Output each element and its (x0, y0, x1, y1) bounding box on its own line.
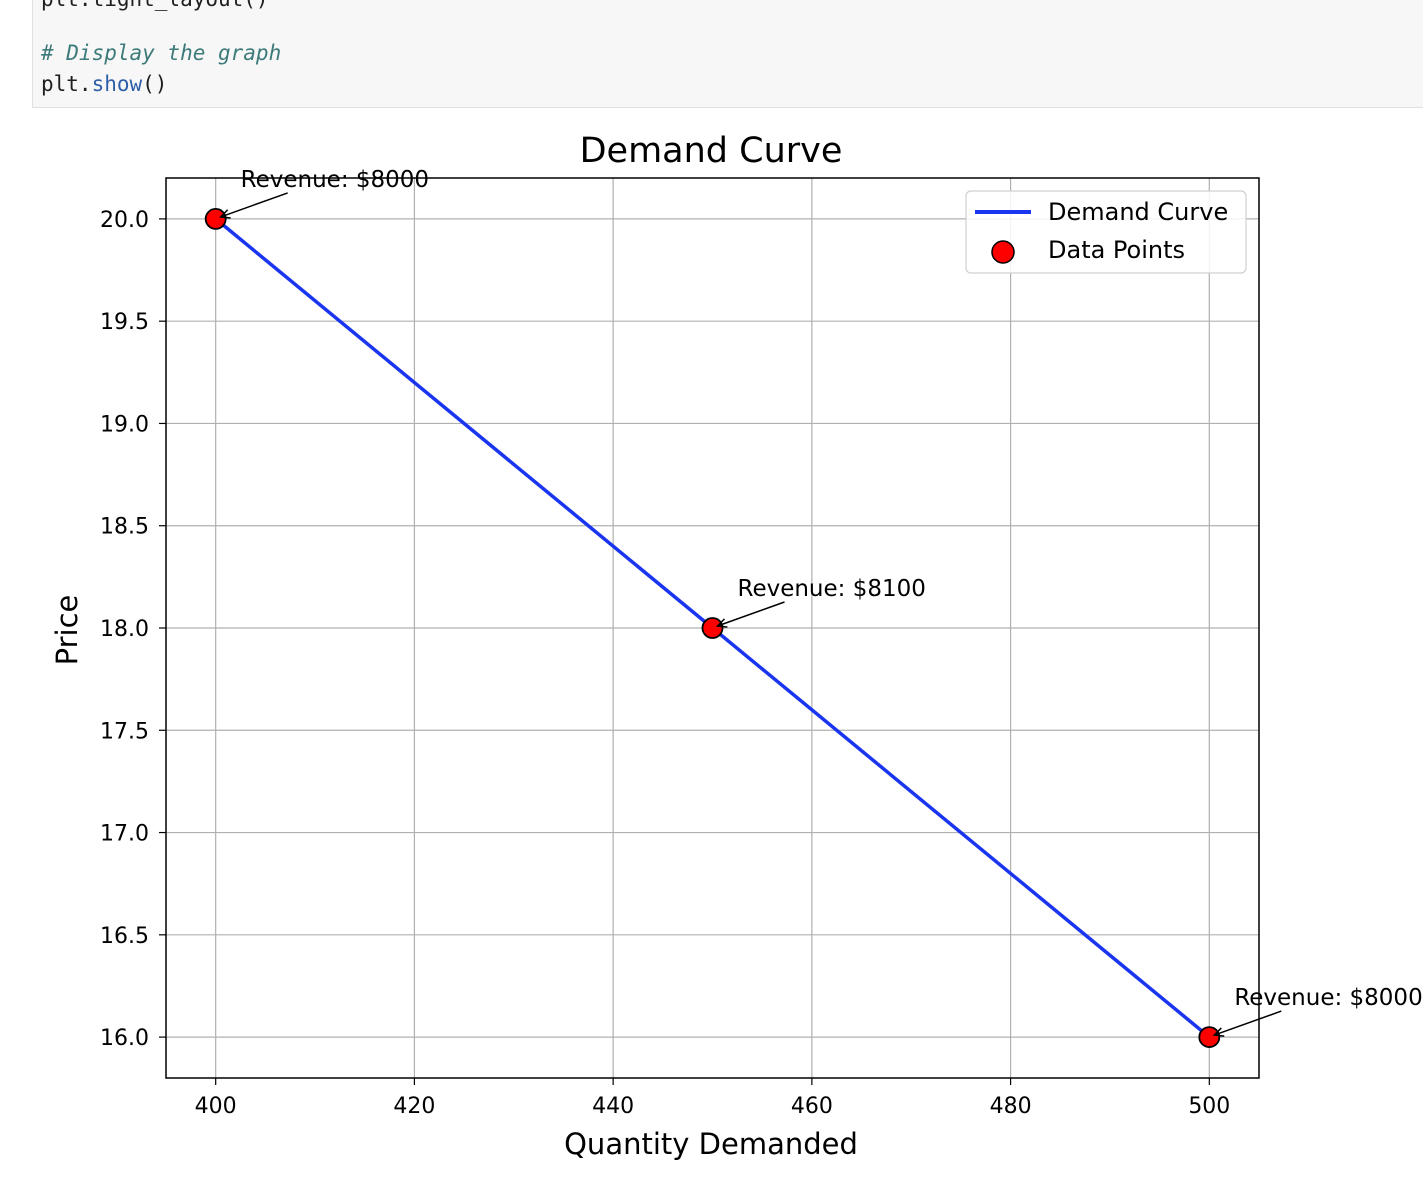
demand-chart: 400 420 440 460 480 500 16.0 16.5 17.0 17.5 18.0 18… (50, 131, 1423, 1161)
legend-label-demand-curve: Demand Curve (1048, 198, 1228, 226)
data-point (701, 617, 724, 639)
x-tick-label: 460 (791, 1094, 833, 1119)
x-tick-label: 480 (990, 1094, 1032, 1119)
y-tick-label: 19.0 (100, 412, 149, 437)
data-point (204, 208, 227, 230)
y-tick-label: 17.0 (100, 822, 149, 847)
annotation-arrow (220, 192, 288, 218)
y-tick-label: 17.5 (100, 719, 149, 744)
y-tick-label: 16.0 (100, 1026, 149, 1051)
y-tick-label: 20.0 (100, 208, 149, 233)
legend-marker-swatch (991, 240, 1015, 264)
annotation-arrow (1214, 1010, 1282, 1036)
y-tick-label: 19.5 (100, 310, 149, 335)
axis-ticks: 400 420 440 460 480 500 16.0 16.5 17.0 17.5 18.0 18… (100, 208, 1230, 1119)
revenue-annotation: Revenue: $8000 (241, 167, 429, 193)
code-comment: # Display the graph (41, 41, 282, 65)
code-line-show: plt.show() (41, 71, 167, 97)
code-cell[interactable]: plt.tight_layout() # Display the graph p… (32, 0, 1423, 108)
x-tick-label: 400 (195, 1094, 237, 1119)
y-tick-label: 16.5 (100, 924, 149, 949)
annotations: Revenue: $8000 Revenue: $8100 Revenue: $80… (219, 167, 1423, 1037)
chart-title: Demand Curve (580, 131, 843, 171)
legend: Demand Curve Data Points (965, 190, 1247, 274)
code-line-partial: plt.tight_layout() (41, 0, 269, 12)
cell-output: 400 420 440 460 480 500 16.0 16.5 17.0 17.5 18.0 18… (0, 118, 1423, 1195)
annotation-arrow (717, 601, 785, 627)
legend-label-data-points: Data Points (1048, 236, 1185, 264)
y-axis-label: Price (50, 595, 84, 666)
code-parens: () (142, 72, 168, 96)
annotation-arrowhead (715, 618, 728, 628)
data-point (1198, 1026, 1221, 1048)
code-object: plt. (41, 72, 92, 96)
revenue-annotation: Revenue: $8000 (1234, 985, 1422, 1011)
annotation-arrowhead (1212, 1027, 1225, 1037)
x-tick-label: 420 (393, 1094, 435, 1119)
y-tick-label: 18.0 (100, 617, 149, 642)
annotation-arrowhead (219, 209, 231, 219)
grid (166, 178, 1259, 1078)
code-function: show (91, 72, 143, 96)
revenue-annotation: Revenue: $8100 (738, 576, 926, 602)
plot-series (204, 208, 1221, 1048)
x-axis-label: Quantity Demanded (564, 1127, 858, 1161)
x-tick-label: 500 (1188, 1094, 1230, 1119)
y-tick-label: 18.5 (100, 515, 149, 540)
x-tick-label: 440 (592, 1094, 634, 1119)
legend-box (965, 190, 1247, 274)
